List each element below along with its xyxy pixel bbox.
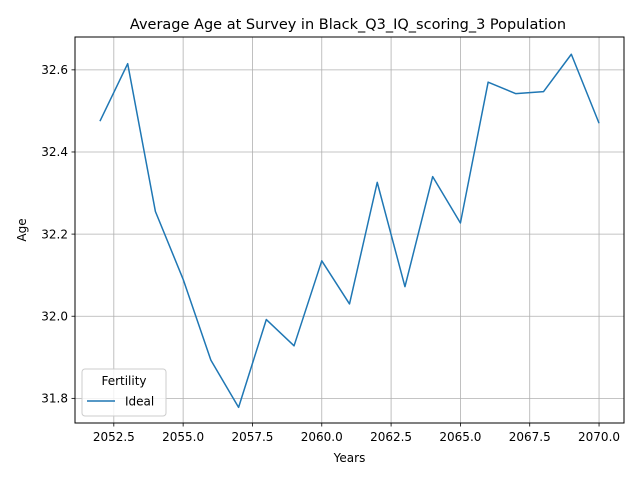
x-tick-label: 2060.0 [301, 430, 343, 444]
x-tick-label: 2057.5 [231, 430, 273, 444]
x-axis: 2052.5 2055.0 2057.5 2060.0 2062.5 2065.0 2067… [93, 423, 620, 444]
x-tick-label: 2062.5 [370, 430, 412, 444]
plot-frame [74, 36, 625, 424]
y-tick-label: 32.0 [41, 309, 68, 323]
series-layer [99, 53, 600, 409]
x-tick-label: 2067.5 [509, 430, 551, 444]
y-tick-label: 32.6 [41, 63, 68, 77]
y-tick-label: 32.4 [41, 145, 68, 159]
x-tick-label: 2065.0 [439, 430, 481, 444]
legend-title: Fertility [101, 374, 146, 388]
legend-box [81, 368, 167, 417]
series-line-ideal [99, 53, 600, 409]
y-tick-label: 32.2 [41, 227, 68, 241]
y-axis: 31.8 32.0 32.2 32.4 32.6 [41, 63, 75, 406]
x-axis-label: Years [333, 451, 366, 465]
x-tick-label: 2052.5 [93, 430, 135, 444]
chart-title: Average Age at Survey in Black_Q3_IQ_sco… [130, 17, 566, 33]
legend-entry-ideal: Ideal [125, 395, 154, 409]
y-axis-label: Age [15, 218, 29, 241]
x-tick-label: 2055.0 [162, 430, 204, 444]
y-tick-label: 31.8 [41, 392, 68, 406]
legend: Fertility Ideal [81, 368, 167, 417]
x-tick-label: 2070.0 [578, 430, 620, 444]
